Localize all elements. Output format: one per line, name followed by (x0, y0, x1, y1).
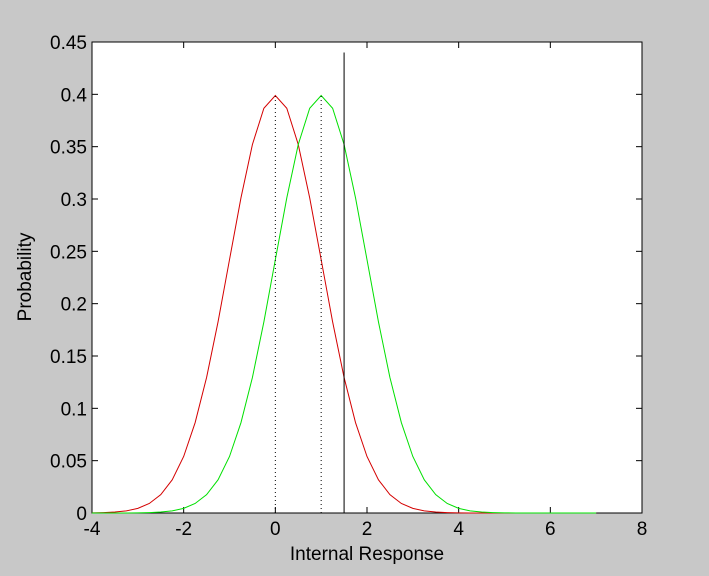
y-tick-label: 0.35 (50, 138, 87, 159)
y-tick-label: 0.15 (50, 347, 87, 368)
y-tick-label: 0.4 (61, 85, 88, 106)
x-tick-label: -4 (84, 519, 101, 540)
x-tick-label: 2 (362, 519, 373, 540)
y-tick-label: 0.05 (50, 452, 87, 473)
x-tick-label: -2 (175, 519, 192, 540)
y-tick-label: 0.25 (50, 242, 87, 263)
y-tick-label: 0.2 (61, 295, 87, 316)
plot-area (91, 41, 643, 514)
y-tick-label: 0.3 (61, 190, 87, 211)
y-axis-label: Probability (15, 232, 36, 321)
x-tick-label: 0 (270, 519, 281, 540)
x-tick-label: 8 (637, 519, 648, 540)
x-tick-label: 6 (545, 519, 556, 540)
y-tick-label: 0.1 (61, 399, 87, 420)
y-tick-label: 0 (76, 504, 87, 525)
x-tick-label: 4 (453, 519, 464, 540)
x-axis-label: Internal Response (290, 544, 444, 565)
y-tick-label: 0.45 (50, 33, 87, 54)
